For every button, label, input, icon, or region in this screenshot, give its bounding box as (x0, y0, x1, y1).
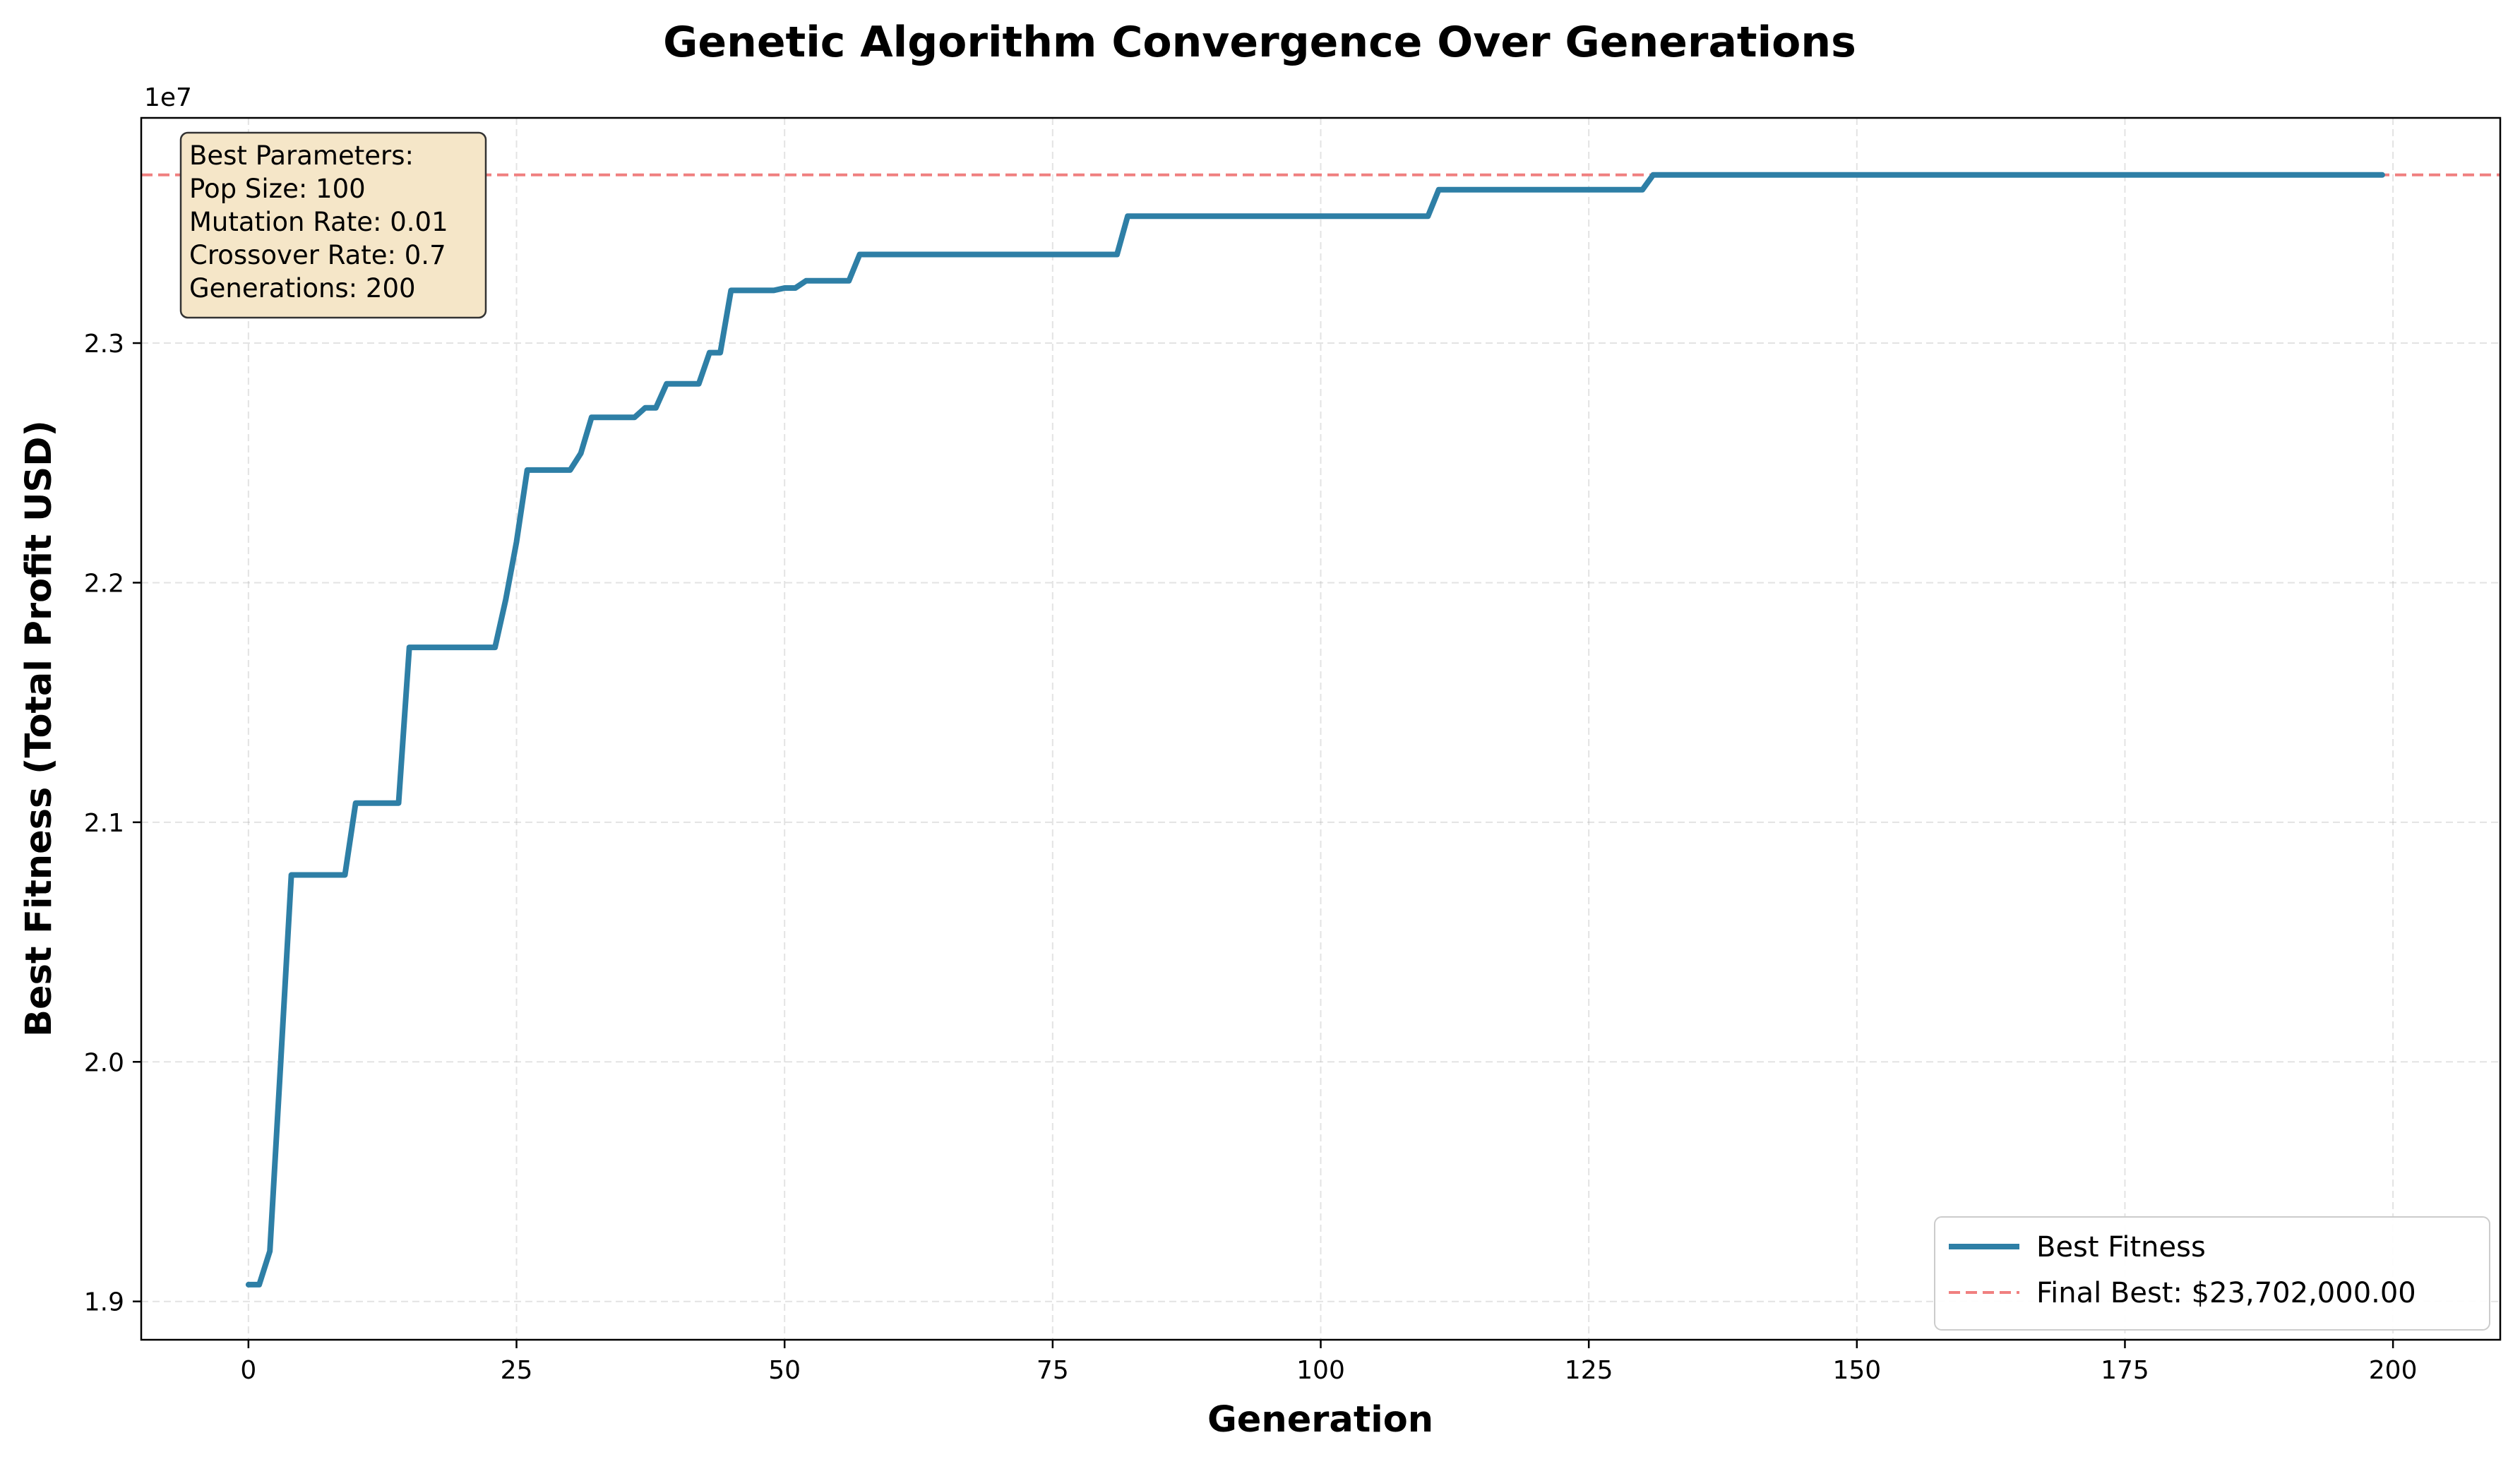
y-tick-label: 2.0 (84, 1048, 124, 1077)
x-tick-label: 50 (768, 1356, 801, 1385)
legend-box (1934, 1216, 2490, 1331)
x-tick-label: 75 (1037, 1356, 1069, 1385)
x-tick-label: 0 (240, 1356, 256, 1385)
y-tick-label: 1.9 (84, 1288, 124, 1317)
parameters-annotation: Best Parameters: Pop Size: 100 Mutation … (179, 131, 487, 319)
legend: Best Fitness Final Best: $23,702,000.00 (1934, 1216, 2490, 1331)
y-axis-label: Best Fitness (Total Profit USD) (18, 420, 60, 1037)
x-tick-label: 175 (2101, 1356, 2149, 1385)
annotation-line: Pop Size: 100 (189, 174, 366, 204)
legend-label-best-fitness: Best Fitness (2036, 1231, 2206, 1264)
x-tick-label: 100 (1296, 1356, 1345, 1385)
legend-label-final-best: Final Best: $23,702,000.00 (2036, 1277, 2416, 1309)
annotation-line: Mutation Rate: 0.01 (189, 207, 448, 237)
series-layer (245, 172, 2385, 1288)
chart-title: Genetic Algorithm Convergence Over Gener… (663, 18, 1856, 67)
x-axis-label: Generation (1207, 1399, 1433, 1441)
x-tick-label: 25 (501, 1356, 533, 1385)
y-tick-label: 2.2 (84, 569, 124, 598)
y-tick-label: 2.3 (84, 330, 124, 359)
annotation-line: Generations: 200 (189, 273, 416, 304)
annotation-line: Crossover Rate: 0.7 (189, 240, 446, 270)
annotation-line: Best Parameters: (189, 140, 414, 171)
x-axis: 0 25 50 75 100 125 150 175 200 (240, 1340, 2417, 1385)
best-fitness-line (245, 172, 2385, 1288)
annotation-box (179, 131, 487, 319)
y-tick-label: 2.1 (84, 809, 124, 838)
x-tick-label: 125 (1565, 1356, 1613, 1385)
x-tick-label: 200 (2369, 1356, 2418, 1385)
x-tick-label: 150 (1832, 1356, 1881, 1385)
y-offset-label: 1e7 (144, 83, 192, 112)
y-axis: 1.9 2.0 2.1 2.2 2.3 (84, 330, 141, 1317)
grid (141, 118, 2500, 1340)
